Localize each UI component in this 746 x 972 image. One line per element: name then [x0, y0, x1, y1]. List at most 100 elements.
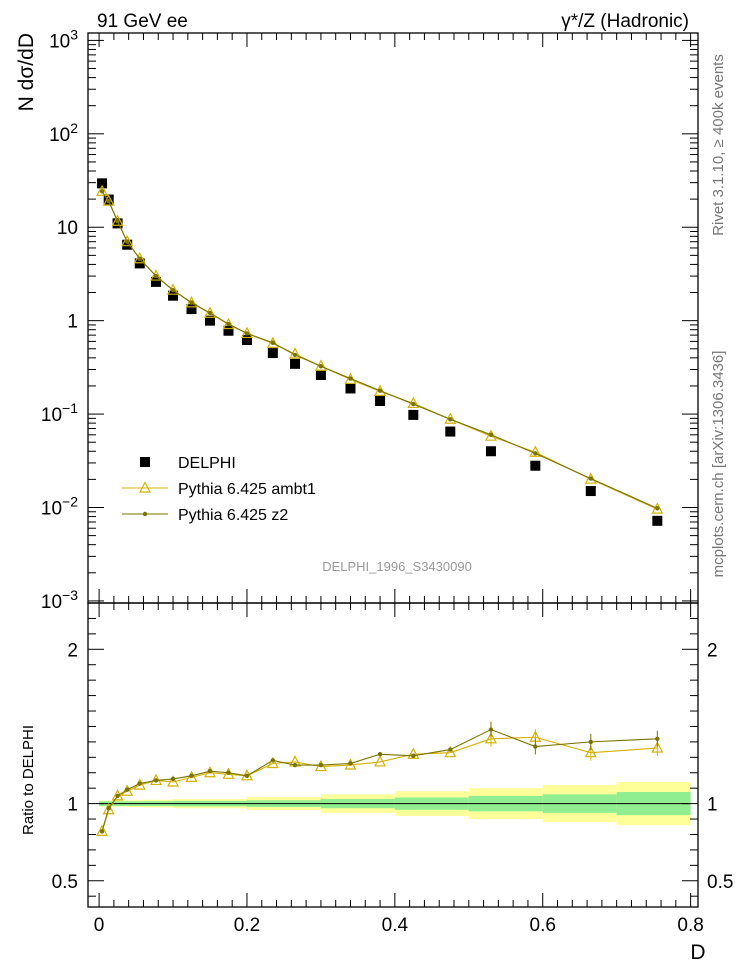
data-point	[348, 376, 353, 381]
y-tick-base: 1	[67, 312, 78, 333]
header-right: γ*/Z (Hadronic)	[561, 11, 689, 32]
data-point	[115, 219, 120, 224]
data-point	[121, 784, 134, 796]
data-point	[185, 296, 198, 308]
ratio-series-pythia-6-425-z2	[99, 721, 660, 834]
data-point	[445, 426, 456, 437]
data-point	[584, 472, 597, 484]
data-point	[226, 321, 231, 327]
data-point	[314, 759, 327, 772]
mcplots-label: mcplots.cern.ch [arXiv:1306.3436]	[710, 351, 727, 578]
data-point	[111, 789, 124, 801]
data-point	[292, 352, 298, 358]
data-point	[96, 824, 109, 836]
ratio-frame	[87, 602, 699, 908]
data-point	[315, 370, 326, 381]
legend-label: Pythia 6.425 ambt1	[178, 481, 316, 498]
data-point	[266, 336, 279, 349]
data-point	[244, 331, 250, 336]
main-ylabel: N dσ/dD	[15, 33, 38, 111]
data-point	[484, 732, 497, 744]
y-tick-exponent: 2	[70, 120, 78, 136]
y-tick-base: 10	[49, 125, 70, 146]
data-point	[170, 776, 176, 782]
y-tick-label: 10−2	[41, 493, 78, 519]
data-point	[122, 239, 133, 250]
y-tick-label: 2	[707, 640, 718, 661]
data-point	[344, 758, 357, 770]
y-tick-exponent: −2	[62, 493, 78, 509]
data-point	[533, 451, 538, 456]
data-point	[408, 409, 419, 420]
x-tick-label: 0.8	[677, 915, 703, 936]
series-line	[101, 736, 658, 832]
data-point	[205, 315, 215, 326]
data-point	[375, 396, 386, 407]
data-point	[374, 384, 387, 396]
series-pythia-6-425-z2	[99, 189, 660, 511]
data-point	[106, 806, 111, 811]
data-point	[377, 388, 383, 393]
data-point	[270, 758, 276, 763]
y-tick-exponent: −1	[62, 400, 78, 416]
rivet-label: Rivet 3.1.10, ≥ 400k events	[710, 54, 727, 236]
data-point	[529, 445, 542, 457]
y-tick-label: 10−1	[41, 400, 78, 426]
x-axis-label: D	[690, 941, 705, 964]
data-point	[533, 744, 538, 749]
series-line	[101, 728, 658, 832]
y-tick-exponent: −3	[62, 587, 78, 603]
data-point	[267, 348, 278, 359]
y-tick-base: 10	[57, 218, 78, 239]
y-tick-label: 0.5	[52, 872, 78, 893]
series-line	[101, 191, 658, 509]
y-tick-base: 10	[41, 405, 62, 426]
data-point	[121, 234, 134, 247]
legend: DELPHI Pythia 6.425 ambt1 Pythia 6.425 z2	[122, 455, 316, 524]
ratio-ylabel: Ratio to DELPHI	[20, 725, 37, 835]
data-point	[444, 745, 457, 758]
data-point	[374, 755, 387, 767]
y-tick-label: 1	[67, 795, 78, 816]
data-point	[652, 515, 663, 526]
data-point	[134, 258, 145, 269]
data-point	[377, 752, 383, 757]
data-point	[106, 198, 111, 204]
y-tick-label: 1	[707, 795, 718, 816]
data-point	[133, 251, 146, 264]
y-tick-label: 102	[49, 120, 78, 146]
data-point	[167, 283, 180, 295]
data-point	[222, 317, 235, 330]
data-point	[186, 304, 197, 315]
y-tick-label: 103	[49, 26, 78, 52]
x-tick-label: 0.4	[382, 915, 409, 936]
y-tick-label: 2	[67, 640, 78, 661]
y-tick-base: 10	[41, 592, 62, 613]
y-tick-label: 1	[67, 312, 78, 333]
data-point	[102, 194, 115, 206]
data-point	[189, 773, 194, 779]
x-tick-label: 0.6	[530, 915, 556, 936]
data-point	[139, 481, 151, 493]
data-point	[485, 446, 496, 457]
data-point	[241, 335, 252, 346]
data-point	[111, 214, 124, 226]
data-point	[655, 506, 660, 511]
data-point	[140, 457, 150, 467]
data-point	[124, 787, 130, 792]
data-point	[204, 306, 216, 318]
data-point	[290, 358, 301, 369]
data-point	[448, 417, 453, 422]
data-point	[585, 486, 596, 497]
data-point	[584, 745, 597, 758]
y-tick-base: 10	[41, 498, 62, 519]
header-left: 91 GeV ee	[97, 11, 188, 32]
series-delphi	[97, 178, 663, 526]
data-point	[588, 739, 593, 745]
legend-label: Pythia 6.425 z2	[178, 507, 288, 524]
data-point	[170, 287, 176, 293]
data-point	[207, 310, 213, 316]
y-tick-label: 0.5	[707, 872, 733, 893]
data-point	[137, 256, 142, 261]
data-point	[189, 300, 194, 305]
